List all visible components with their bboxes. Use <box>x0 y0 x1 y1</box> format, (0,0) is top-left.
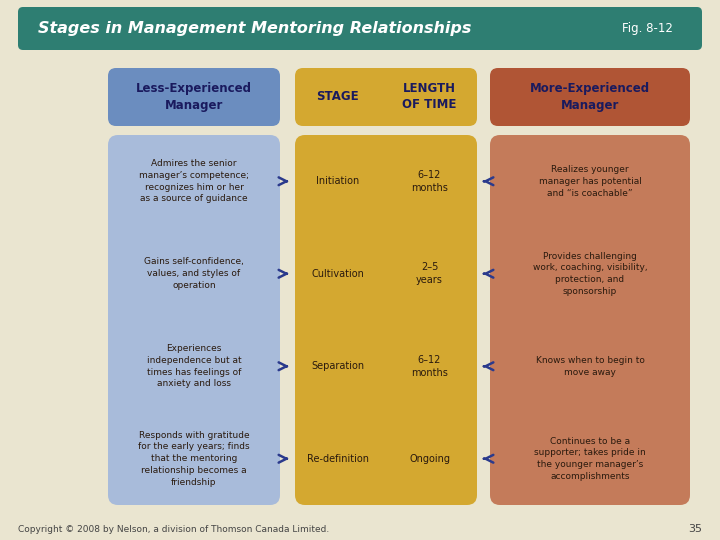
Text: Ongoing: Ongoing <box>409 454 450 464</box>
Text: 2–5
years: 2–5 years <box>416 262 443 285</box>
Text: 6–12
months: 6–12 months <box>411 355 448 378</box>
Text: Gains self-confidence,
values, and styles of
operation: Gains self-confidence, values, and style… <box>144 258 244 290</box>
Text: Separation: Separation <box>311 361 364 372</box>
Text: More-Experienced
Manager: More-Experienced Manager <box>530 82 650 112</box>
Text: STAGE: STAGE <box>316 91 359 104</box>
FancyBboxPatch shape <box>490 68 690 126</box>
Text: Realizes younger
manager has potential
and “is coachable”: Realizes younger manager has potential a… <box>539 165 642 198</box>
Text: Initiation: Initiation <box>316 176 359 186</box>
FancyBboxPatch shape <box>295 68 477 126</box>
Text: Cultivation: Cultivation <box>311 269 364 279</box>
FancyBboxPatch shape <box>18 7 702 50</box>
Text: LENGTH
OF TIME: LENGTH OF TIME <box>402 83 456 111</box>
Text: Provides challenging
work, coaching, visibility,
protection, and
sponsorship: Provides challenging work, coaching, vis… <box>533 252 647 296</box>
FancyBboxPatch shape <box>108 135 280 505</box>
Text: 6–12
months: 6–12 months <box>411 170 448 193</box>
Text: Admires the senior
manager’s competence;
recognizes him or her
as a source of gu: Admires the senior manager’s competence;… <box>139 159 249 204</box>
FancyBboxPatch shape <box>295 135 477 505</box>
Text: Stages in Management Mentoring Relationships: Stages in Management Mentoring Relations… <box>38 21 472 36</box>
Text: 35: 35 <box>688 524 702 534</box>
Text: Experiences
independence but at
times has feelings of
anxiety and loss: Experiences independence but at times ha… <box>147 344 241 388</box>
Text: Less-Experienced
Manager: Less-Experienced Manager <box>136 82 252 112</box>
Text: Re-definition: Re-definition <box>307 454 369 464</box>
Text: Copyright © 2008 by Nelson, a division of Thomson Canada Limited.: Copyright © 2008 by Nelson, a division o… <box>18 525 329 534</box>
FancyBboxPatch shape <box>108 68 280 126</box>
FancyBboxPatch shape <box>490 135 690 505</box>
Text: Knows when to begin to
move away: Knows when to begin to move away <box>536 356 644 377</box>
Text: Fig. 8-12: Fig. 8-12 <box>622 22 673 35</box>
Text: Responds with gratitude
for the early years; finds
that the mentoring
relationsh: Responds with gratitude for the early ye… <box>138 431 250 487</box>
Text: Continues to be a
supporter; takes pride in
the younger manager’s
accomplishment: Continues to be a supporter; takes pride… <box>534 436 646 481</box>
